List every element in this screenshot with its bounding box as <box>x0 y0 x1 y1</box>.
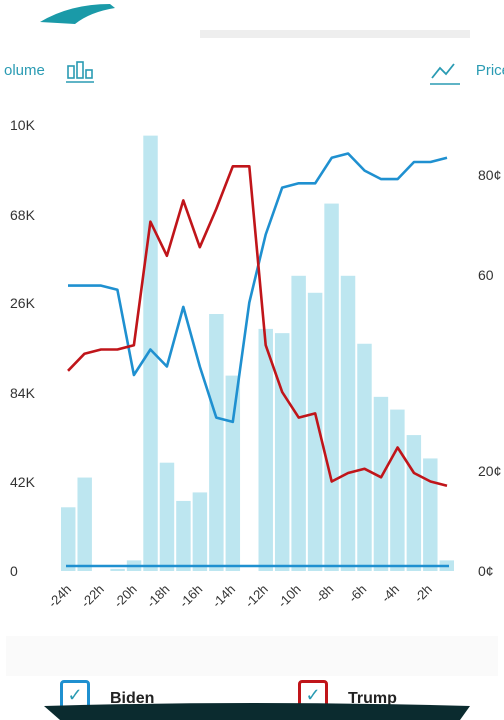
price-toggle-label[interactable]: Price <box>475 62 504 79</box>
volume-bar <box>357 343 372 571</box>
volume-bar <box>110 568 125 571</box>
bar-chart-icon[interactable] <box>66 60 96 84</box>
volume-bar <box>61 507 76 571</box>
header-decoration <box>40 4 470 38</box>
check-icon: ✓ <box>305 684 321 705</box>
x-tick-label: -22h <box>78 582 107 611</box>
chart-panel-footer <box>6 636 498 676</box>
x-tick-label: -14h <box>209 582 238 611</box>
volume-axis-label: 42K <box>10 474 36 490</box>
x-tick-label: -24h <box>45 582 74 611</box>
volume-bar <box>258 328 273 571</box>
volume-bar <box>209 314 224 571</box>
x-tick-label: -20h <box>111 582 140 611</box>
legend-label-trump: Trump <box>348 690 397 707</box>
volume-bar <box>423 458 438 571</box>
footer-decoration <box>44 703 470 720</box>
volume-bar <box>324 203 339 571</box>
price-axis-label: 20¢ <box>478 463 501 479</box>
x-tick-label: -18h <box>144 582 173 611</box>
price-axis-label: 0¢ <box>478 563 494 579</box>
volume-axis-label: 84K <box>10 385 36 401</box>
volume-bar <box>159 462 175 571</box>
volume-axis-label: 68K <box>10 207 36 223</box>
x-tick-label: -4h <box>378 582 402 606</box>
volume-axis-label: 10K <box>10 117 36 133</box>
volume-bar <box>406 435 422 571</box>
x-tick-label: -12h <box>242 582 271 611</box>
volume-bar <box>77 477 92 571</box>
volume-bar <box>307 292 323 571</box>
series-line-trump <box>67 165 448 488</box>
volume-bar <box>176 500 191 571</box>
volume-bar <box>291 275 306 571</box>
check-icon: ✓ <box>67 684 83 705</box>
volume-bar <box>192 492 208 571</box>
legend-label-biden: Biden <box>110 690 155 707</box>
volume-axis-label: 26K <box>10 295 36 311</box>
x-tick-label: -2h <box>411 582 435 606</box>
x-tick-label: -8h <box>313 582 337 606</box>
x-tick-label: -10h <box>275 582 304 611</box>
volume-bar <box>390 409 405 571</box>
price-axis-label: 80¢ <box>478 167 501 183</box>
x-tick-label: -16h <box>176 582 205 611</box>
price-axis-label: 60 <box>478 267 494 283</box>
volume-bar <box>340 275 356 571</box>
volume-axis-label: 0 <box>10 563 18 579</box>
series-line-biden <box>68 152 448 424</box>
volume-bar <box>373 396 389 571</box>
price-chart-icon[interactable] <box>430 60 462 86</box>
x-tick-label: -6h <box>345 582 369 606</box>
volume-bar <box>274 333 290 571</box>
volume-bar <box>225 375 241 571</box>
volume-toggle-label[interactable]: olume <box>4 62 45 79</box>
